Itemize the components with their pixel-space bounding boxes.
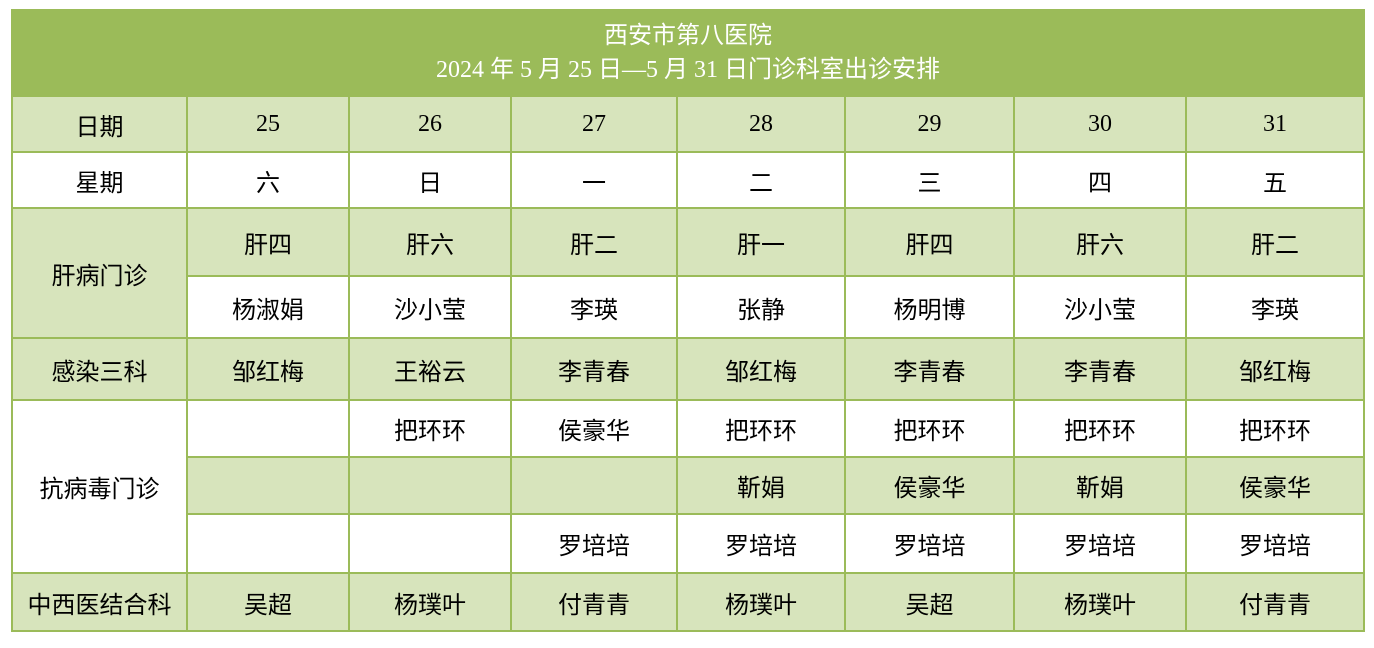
infection3-cell: 邹红梅 [676, 337, 846, 401]
antiviral-1-row: 抗病毒门诊 把环环 侯豪华 把环环 把环环 把环环 把环环 [11, 399, 1365, 574]
antiviral-3-row: 罗培培 罗培培 罗培培 罗培培 罗培培 [12, 513, 1365, 574]
weekday-cell: 一 [510, 151, 678, 209]
liver-room-cell: 肝四 [844, 207, 1015, 277]
liver-doctor-cell: 张静 [676, 275, 846, 339]
integrated-cell: 付青青 [510, 572, 678, 632]
weekday-cell: 四 [1013, 151, 1187, 209]
liver-doctor-cell: 沙小莹 [348, 275, 512, 339]
date-cell: 26 [348, 95, 512, 153]
antiviral-2-cell [186, 456, 350, 515]
integrated-cell: 付青青 [1185, 572, 1365, 632]
liver-doctor-cell: 沙小莹 [1013, 275, 1187, 339]
weekday-cell: 六 [186, 151, 350, 209]
infection3-cell: 李青春 [510, 337, 678, 401]
antiviral-3-cell [186, 513, 350, 574]
date-cell: 30 [1013, 95, 1187, 153]
infection3-row: 感染三科 邹红梅 王裕云 李青春 邹红梅 李青春 李青春 邹红梅 [11, 337, 1365, 401]
antiviral-2-row: 靳娟 侯豪华 靳娟 侯豪华 [12, 456, 1365, 515]
antiviral-2-cell: 侯豪华 [1185, 456, 1365, 515]
date-cell: 25 [186, 95, 350, 153]
weekday-cell: 日 [348, 151, 512, 209]
infection3-cell: 邹红梅 [186, 337, 350, 401]
integrated-cell: 吴超 [844, 572, 1015, 632]
date-cell: 31 [1185, 95, 1365, 153]
weekday-cell: 五 [1185, 151, 1365, 209]
hospital-name: 西安市第八医院 [604, 23, 772, 49]
liver-doctor-row: 杨淑娟 沙小莹 李瑛 张静 杨明博 沙小莹 李瑛 [12, 275, 1365, 339]
date-cell: 28 [676, 95, 846, 153]
weekday-label: 星期 [11, 151, 188, 209]
liver-room-cell: 肝四 [186, 207, 350, 277]
integrated-cell: 吴超 [186, 572, 350, 632]
liver-room-cell: 肝二 [510, 207, 678, 277]
antiviral-1-label: 抗病毒门诊 [11, 399, 188, 574]
schedule-table: 西安市第八医院 2024 年 5 月 25 日—5 月 31 日门诊科室出诊安排… [11, 9, 1365, 632]
date-cell: 29 [844, 95, 1015, 153]
table-title: 西安市第八医院 2024 年 5 月 25 日—5 月 31 日门诊科室出诊安排 [11, 9, 1365, 97]
antiviral-3-cell: 罗培培 [1185, 513, 1365, 574]
infection3-cell: 李青春 [844, 337, 1015, 401]
liver-doctor-cell: 杨明博 [844, 275, 1015, 339]
antiviral-2-cell: 靳娟 [1013, 456, 1187, 515]
date-row: 日期 25 26 27 28 29 30 31 [11, 95, 1365, 153]
schedule-period: 2024 年 5 月 25 日—5 月 31 日门诊科室出诊安排 [436, 57, 940, 83]
antiviral-3-cell: 罗培培 [676, 513, 846, 574]
integrated-cell: 杨璞叶 [676, 572, 846, 632]
antiviral-2-cell: 靳娟 [676, 456, 846, 515]
antiviral-2-cell [510, 456, 678, 515]
liver-doctor-cell: 李瑛 [510, 275, 678, 339]
antiviral-1-cell: 侯豪华 [510, 399, 678, 458]
antiviral-3-cell: 罗培培 [1013, 513, 1187, 574]
antiviral-1-cell: 把环环 [1185, 399, 1365, 458]
date-label: 日期 [11, 95, 188, 153]
integrated-cell: 杨璞叶 [348, 572, 512, 632]
antiviral-3-cell: 罗培培 [844, 513, 1015, 574]
antiviral-2-cell: 侯豪华 [844, 456, 1015, 515]
liver-doctor-cell: 李瑛 [1185, 275, 1365, 339]
weekday-cell: 二 [676, 151, 846, 209]
liver-doctor-cell: 杨淑娟 [186, 275, 350, 339]
liver-room-cell: 肝六 [348, 207, 512, 277]
infection3-label: 感染三科 [11, 337, 188, 401]
antiviral-3-cell [348, 513, 512, 574]
integrated-label: 中西医结合科 [11, 572, 188, 632]
antiviral-2-cell [348, 456, 512, 515]
infection3-cell: 邹红梅 [1185, 337, 1365, 401]
antiviral-1-cell [186, 399, 350, 458]
antiviral-3-cell: 罗培培 [510, 513, 678, 574]
liver-room-row: 肝病门诊 肝四 肝六 肝二 肝一 肝四 肝六 肝二 [11, 207, 1365, 339]
weekday-row: 星期六日一二三四五 [11, 151, 1365, 209]
infection3-cell: 王裕云 [348, 337, 512, 401]
liver-room-label: 肝病门诊 [11, 207, 188, 339]
antiviral-1-cell: 把环环 [844, 399, 1015, 458]
antiviral-1-cell: 把环环 [348, 399, 512, 458]
antiviral-1-cell: 把环环 [676, 399, 846, 458]
infection3-cell: 李青春 [1013, 337, 1187, 401]
antiviral-1-cell: 把环环 [1013, 399, 1187, 458]
weekday-cell: 三 [844, 151, 1015, 209]
integrated-row: 中西医结合科 吴超 杨璞叶 付青青 杨璞叶 吴超 杨璞叶 付青青 [11, 572, 1365, 632]
liver-room-cell: 肝六 [1013, 207, 1187, 277]
liver-room-cell: 肝二 [1185, 207, 1365, 277]
date-cell: 27 [510, 95, 678, 153]
integrated-cell: 杨璞叶 [1013, 572, 1187, 632]
liver-room-cell: 肝一 [676, 207, 846, 277]
